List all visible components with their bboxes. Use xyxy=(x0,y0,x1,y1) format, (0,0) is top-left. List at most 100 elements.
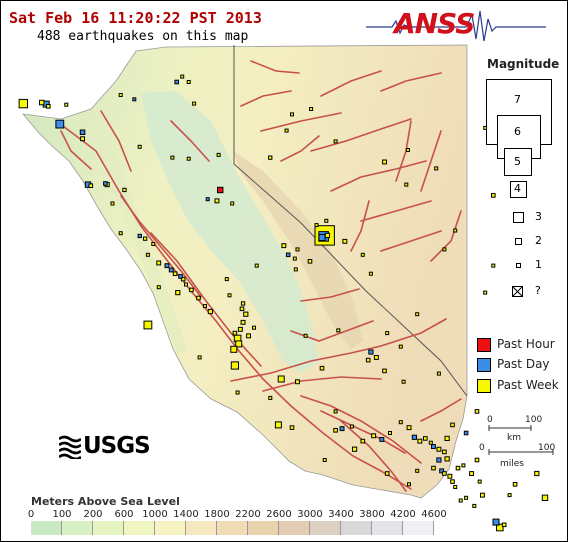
earthquake-marker[interactable] xyxy=(217,186,224,194)
earthquake-marker[interactable] xyxy=(18,98,28,109)
earthquake-marker[interactable] xyxy=(415,468,420,473)
earthquake-marker[interactable] xyxy=(453,228,458,233)
earthquake-marker[interactable] xyxy=(205,197,210,202)
earthquake-marker[interactable] xyxy=(496,523,504,532)
earthquake-marker[interactable] xyxy=(373,355,379,360)
earthquake-marker[interactable] xyxy=(46,104,51,109)
earthquake-marker[interactable] xyxy=(293,267,298,272)
earthquake-marker[interactable] xyxy=(447,473,453,479)
earthquake-marker[interactable] xyxy=(186,80,191,84)
earthquake-marker[interactable] xyxy=(203,304,207,309)
earthquake-marker[interactable] xyxy=(474,457,480,463)
earthquake-marker[interactable] xyxy=(474,409,480,414)
earthquake-marker[interactable] xyxy=(333,428,338,433)
earthquake-marker[interactable] xyxy=(284,128,289,133)
earthquake-marker[interactable] xyxy=(196,295,201,301)
earthquake-marker[interactable] xyxy=(178,274,183,279)
earthquake-marker[interactable] xyxy=(303,333,308,338)
earthquake-marker[interactable] xyxy=(379,437,385,442)
earthquake-marker[interactable] xyxy=(64,102,69,107)
earthquake-marker[interactable] xyxy=(309,107,314,111)
usgs-logo[interactable]: USGS xyxy=(59,433,151,459)
earthquake-marker[interactable] xyxy=(336,328,341,333)
earthquake-marker[interactable] xyxy=(156,285,161,290)
earthquake-marker[interactable] xyxy=(458,498,463,503)
earthquake-marker[interactable] xyxy=(434,166,439,171)
earthquake-marker[interactable] xyxy=(143,236,148,241)
earthquake-marker[interactable] xyxy=(103,181,108,186)
earthquake-marker[interactable] xyxy=(333,139,338,144)
earthquake-marker[interactable] xyxy=(442,247,447,252)
earthquake-marker[interactable] xyxy=(463,430,469,436)
earthquake-marker[interactable] xyxy=(477,479,482,484)
earthquake-marker[interactable] xyxy=(168,267,174,273)
earthquake-marker[interactable] xyxy=(252,325,256,330)
earthquake-marker[interactable] xyxy=(184,282,188,287)
earthquake-marker[interactable] xyxy=(439,468,445,474)
earthquake-marker[interactable] xyxy=(436,457,442,463)
earthquake-marker[interactable] xyxy=(411,434,417,440)
earthquake-marker[interactable] xyxy=(398,344,403,349)
earthquake-marker[interactable] xyxy=(55,119,65,129)
earthquake-marker[interactable] xyxy=(371,433,377,439)
earthquake-marker[interactable] xyxy=(388,431,392,435)
earthquake-marker[interactable] xyxy=(122,187,127,193)
earthquake-marker[interactable] xyxy=(314,223,319,228)
earthquake-marker[interactable] xyxy=(246,333,252,339)
earthquake-marker[interactable] xyxy=(423,436,428,441)
earthquake-marker[interactable] xyxy=(455,465,461,471)
earthquake-marker[interactable] xyxy=(384,471,390,476)
earthquake-marker[interactable] xyxy=(492,518,500,526)
earthquake-marker[interactable] xyxy=(80,136,85,142)
earthquake-marker[interactable] xyxy=(319,365,325,371)
earthquake-marker[interactable] xyxy=(192,101,197,106)
earthquake-marker[interactable] xyxy=(469,471,475,477)
earthquake-marker[interactable] xyxy=(110,201,115,206)
earthquake-marker[interactable] xyxy=(333,409,338,414)
earthquake-marker[interactable] xyxy=(132,97,137,102)
earthquake-marker[interactable] xyxy=(360,438,366,444)
earthquake-marker[interactable] xyxy=(444,456,450,462)
earthquake-marker[interactable] xyxy=(406,425,412,431)
earthquake-marker[interactable] xyxy=(512,482,518,487)
earthquake-marker[interactable] xyxy=(507,493,512,498)
earthquake-marker[interactable] xyxy=(214,198,220,204)
earthquake-marker[interactable] xyxy=(164,263,170,269)
earthquake-marker[interactable] xyxy=(407,482,411,487)
earthquake-marker[interactable] xyxy=(349,424,354,429)
earthquake-marker[interactable] xyxy=(534,470,540,477)
earthquake-marker[interactable] xyxy=(436,446,442,452)
earthquake-marker[interactable] xyxy=(415,312,420,317)
earthquake-marker[interactable] xyxy=(243,311,249,317)
earthquake-marker[interactable] xyxy=(431,465,436,471)
earthquake-marker[interactable] xyxy=(240,319,246,325)
earthquake-marker[interactable] xyxy=(151,242,156,246)
earthquake-marker[interactable] xyxy=(239,306,245,312)
earthquake-marker[interactable] xyxy=(472,503,477,508)
earthquake-marker[interactable] xyxy=(289,425,295,430)
earthquake-marker[interactable] xyxy=(368,349,374,355)
earthquake-marker[interactable] xyxy=(137,144,142,149)
earthquake-marker[interactable] xyxy=(442,449,447,455)
earthquake-marker[interactable] xyxy=(156,260,162,266)
earthquake-marker[interactable] xyxy=(461,463,466,468)
earthquake-marker[interactable] xyxy=(230,361,240,370)
earthquake-marker[interactable] xyxy=(180,276,186,282)
earthquake-marker[interactable] xyxy=(216,152,221,157)
earthquake-marker[interactable] xyxy=(189,287,194,293)
earthquake-marker[interactable] xyxy=(501,522,507,528)
earthquake-marker[interactable] xyxy=(281,243,287,249)
earthquake-marker[interactable] xyxy=(365,357,371,363)
earthquake-marker[interactable] xyxy=(417,438,423,444)
earthquake-marker[interactable] xyxy=(322,458,327,462)
earthquake-marker[interactable] xyxy=(324,232,330,239)
earthquake-marker[interactable] xyxy=(318,234,326,241)
earthquake-marker[interactable] xyxy=(277,375,285,383)
earthquake-marker[interactable] xyxy=(232,330,238,336)
earthquake-marker[interactable] xyxy=(79,129,86,135)
earthquake-marker[interactable] xyxy=(428,440,433,445)
earthquake-marker[interactable] xyxy=(235,340,243,348)
earthquake-marker[interactable] xyxy=(404,182,409,187)
earthquake-marker[interactable] xyxy=(268,395,273,400)
